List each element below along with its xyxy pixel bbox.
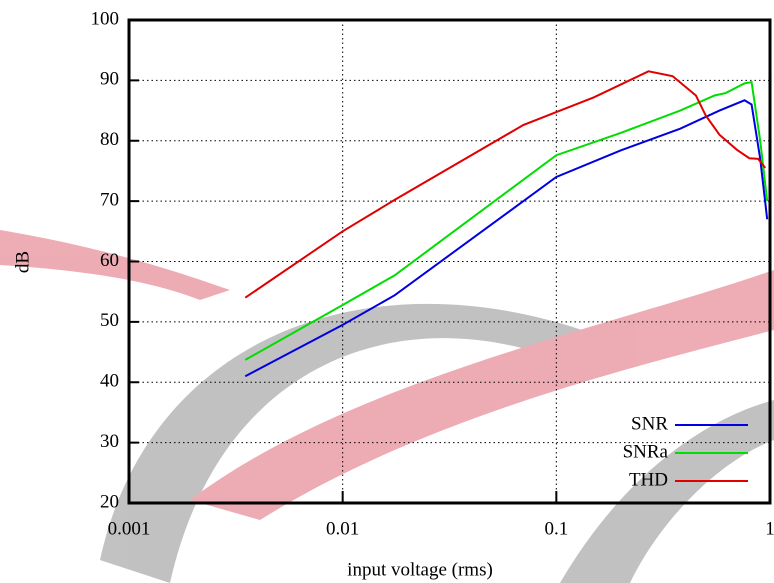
x-tick-label: 0.001: [108, 518, 151, 539]
watermark-band: [0, 230, 230, 300]
y-tick-label: 30: [100, 431, 119, 452]
legend-label: THD: [629, 469, 668, 490]
y-tick-label: 80: [100, 129, 119, 150]
y-tick-label: 100: [91, 8, 120, 29]
x-axis-label: input voltage (rms): [347, 559, 493, 580]
legend-label: SNR: [631, 413, 668, 434]
y-tick-label: 50: [100, 310, 119, 331]
watermark-arc: [100, 303, 610, 583]
y-tick-label: 20: [100, 491, 119, 512]
watermark: [0, 230, 774, 583]
series-line: [244, 99, 769, 378]
y-tick-label: 70: [100, 189, 119, 210]
y-tick-label: 90: [100, 69, 119, 90]
watermark-arc: [560, 400, 774, 583]
y-tick-label: 40: [100, 371, 119, 392]
legend-label: SNRa: [623, 441, 669, 462]
x-tick-label: 0.1: [544, 518, 568, 539]
watermark-band: [190, 270, 774, 520]
series-line: [244, 70, 767, 299]
x-tick-label: 0.01: [326, 518, 359, 539]
y-axis-label: dB: [12, 251, 33, 273]
x-tick-label: 1: [765, 518, 774, 539]
series-line: [244, 81, 769, 361]
y-tick-label: 60: [100, 250, 119, 271]
plot-frame: [127, 18, 772, 505]
